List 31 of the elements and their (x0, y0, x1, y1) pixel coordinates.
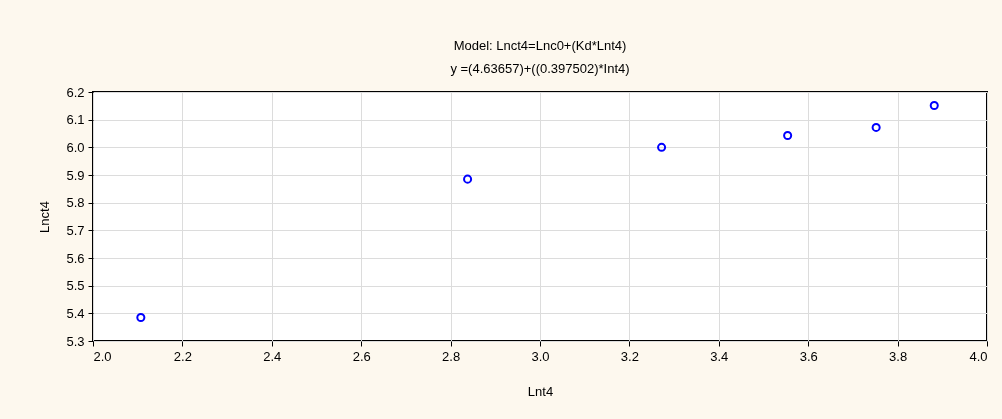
point (929, 101, 939, 111)
y-tick-label: 5.8 (66, 195, 85, 211)
y-axis-title: Lnct4 (37, 201, 53, 233)
x-tick-label: 2.8 (442, 348, 461, 364)
y-tick-label: 5.6 (66, 250, 85, 266)
point (463, 174, 473, 184)
y-tick-label: 5.4 (66, 305, 85, 321)
y-tick-label: 5.3 (66, 333, 85, 349)
chart-subtitle: y =(4.63657)+((0.397502)*Int4) (450, 61, 630, 76)
x-tick-label: 4.0 (969, 348, 988, 364)
x-tick-label: 2.4 (263, 348, 282, 364)
x-tick-label: 3.2 (620, 348, 639, 364)
x-tick-label: 3.0 (531, 348, 550, 364)
x-tick-label: 2.6 (352, 348, 371, 364)
point (783, 130, 793, 140)
x-tick-label: 2.2 (173, 348, 192, 364)
x-axis-title: Lnt4 (527, 383, 554, 399)
chart-title: Model: Lnct4=Lnc0+(Kd*Lnt4) (453, 38, 627, 53)
point (657, 142, 667, 152)
x-tick-label: 2.0 (93, 348, 112, 364)
point (136, 312, 146, 323)
y-tick-label: 5.5 (66, 278, 85, 294)
y-tick-label: 6.0 (66, 139, 85, 155)
x-tick-label: 3.8 (889, 348, 908, 364)
y-tick-label: 5.7 (66, 222, 85, 238)
x-tick-label: 3.4 (710, 348, 729, 364)
y-tick-label: 6.1 (66, 112, 85, 128)
y-tick-label: 6.2 (66, 84, 85, 100)
point (871, 122, 881, 132)
y-tick-label: 5.9 (66, 167, 85, 183)
x-tick-label: 3.6 (799, 348, 818, 364)
